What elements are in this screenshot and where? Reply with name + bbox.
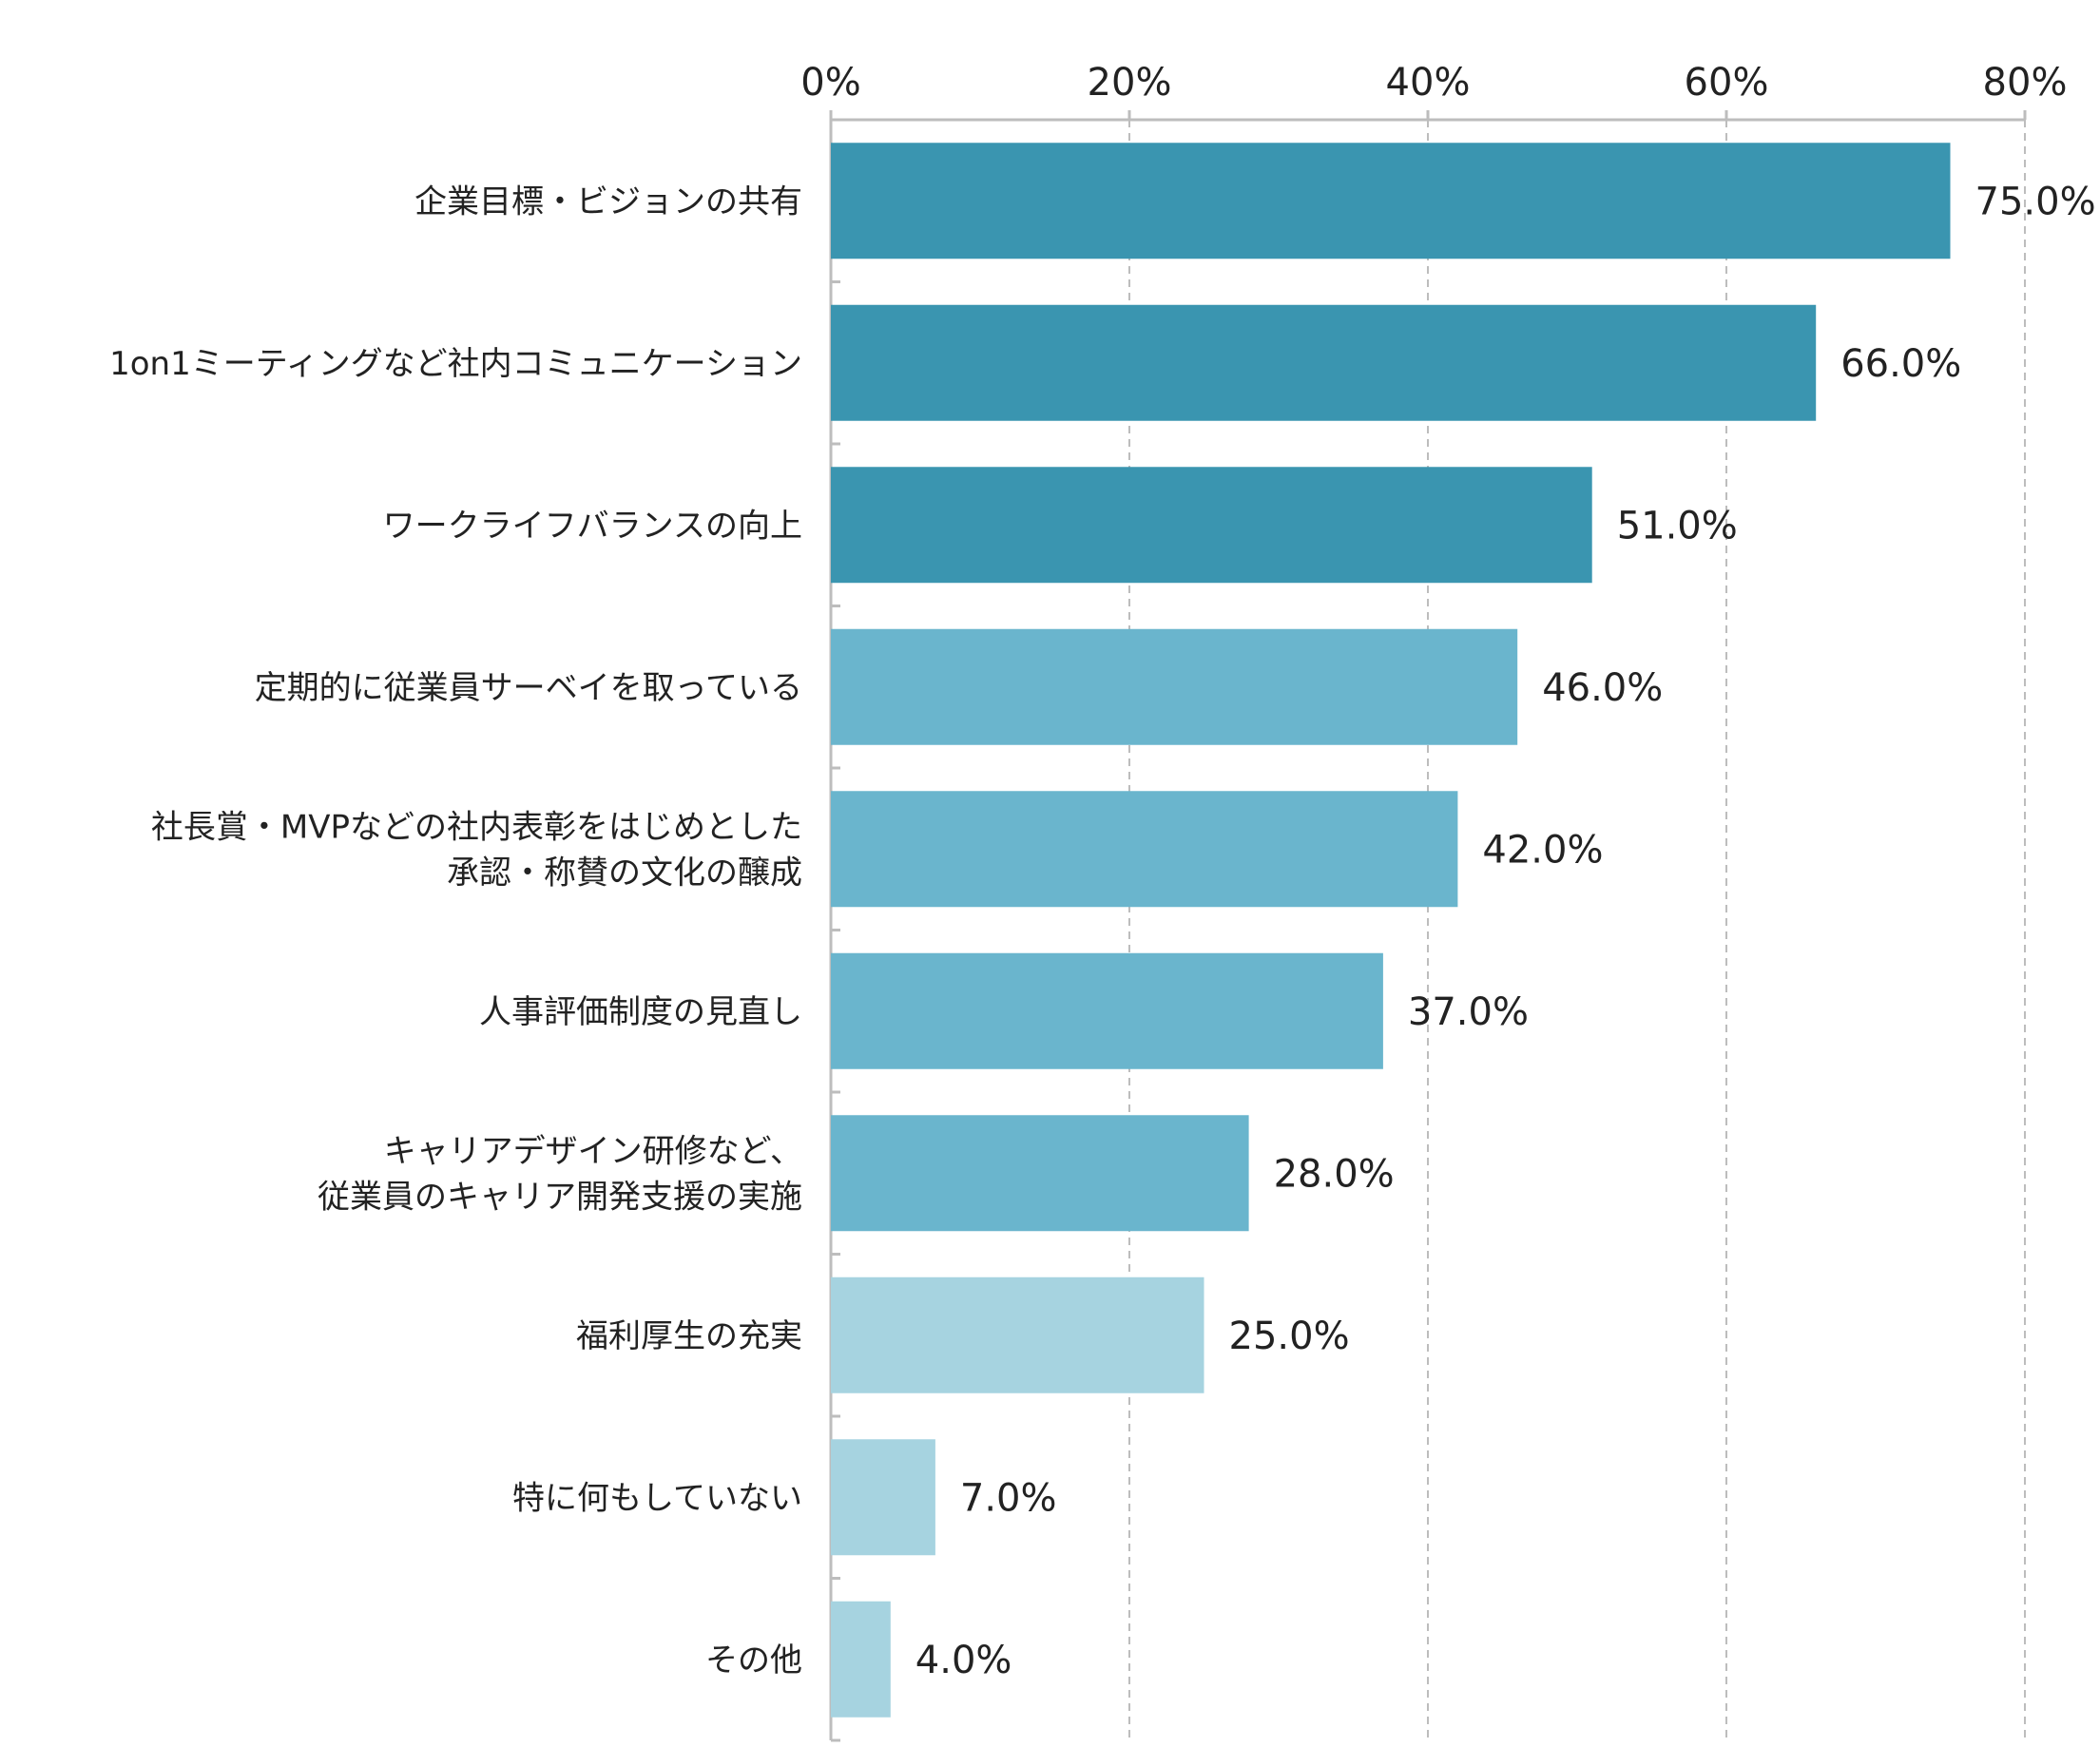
- category-label: ワークライフバランスの向上: [383, 507, 802, 545]
- value-label: 66.0%: [1840, 342, 1961, 386]
- x-tick-label: 0%: [800, 61, 860, 105]
- category-label: キャリアデザイン研修など、従業員のキャリア開発支援の実施: [318, 1132, 802, 1216]
- value-label: 75.0%: [1975, 180, 2096, 223]
- category-label: その他: [705, 1641, 802, 1680]
- category-label: 福利厚生の充実: [576, 1317, 802, 1355]
- bar: [831, 1115, 1249, 1232]
- bar: [831, 1601, 891, 1718]
- category-label: 1on1ミーティングなど社内コミュニケーション: [109, 345, 802, 383]
- labels: 0% 20% 40% 60% 80% 75.0% 企業目標・ビジョンの共有 66.0% 1on1…: [109, 61, 2095, 1682]
- bar: [831, 1277, 1204, 1393]
- x-tick-label: 60%: [1685, 61, 1769, 105]
- bar: [831, 467, 1592, 584]
- bar: [831, 952, 1383, 1069]
- value-label: 37.0%: [1408, 990, 1529, 1034]
- value-label: 42.0%: [1482, 828, 1603, 872]
- value-label: 46.0%: [1542, 666, 1663, 710]
- x-tick-label: 20%: [1088, 61, 1172, 105]
- bar: [831, 628, 1518, 745]
- value-label: 28.0%: [1274, 1152, 1395, 1196]
- value-label: 7.0%: [960, 1476, 1057, 1520]
- x-tick-label: 80%: [1983, 61, 2068, 105]
- value-label: 25.0%: [1229, 1315, 1350, 1358]
- bar: [831, 791, 1458, 908]
- value-label: 4.0%: [915, 1639, 1012, 1682]
- bars: [831, 143, 1951, 1718]
- bar: [831, 143, 1951, 259]
- category-label: 人事評価制度の見直し: [479, 993, 802, 1031]
- category-label: 企業目標・ビジョンの共有: [414, 182, 802, 221]
- x-tick-label: 40%: [1386, 61, 1471, 105]
- category-label: 定期的に従業員サーベイを取っている: [255, 669, 802, 707]
- category-label: 特に何もしていない: [512, 1479, 802, 1517]
- bar: [831, 1439, 935, 1556]
- bar: [831, 304, 1817, 421]
- category-label: 社長賞・MVPなどの社内表彰をはじめとした承認・称賛の文化の醸成: [151, 808, 802, 892]
- value-label: 51.0%: [1617, 504, 1738, 547]
